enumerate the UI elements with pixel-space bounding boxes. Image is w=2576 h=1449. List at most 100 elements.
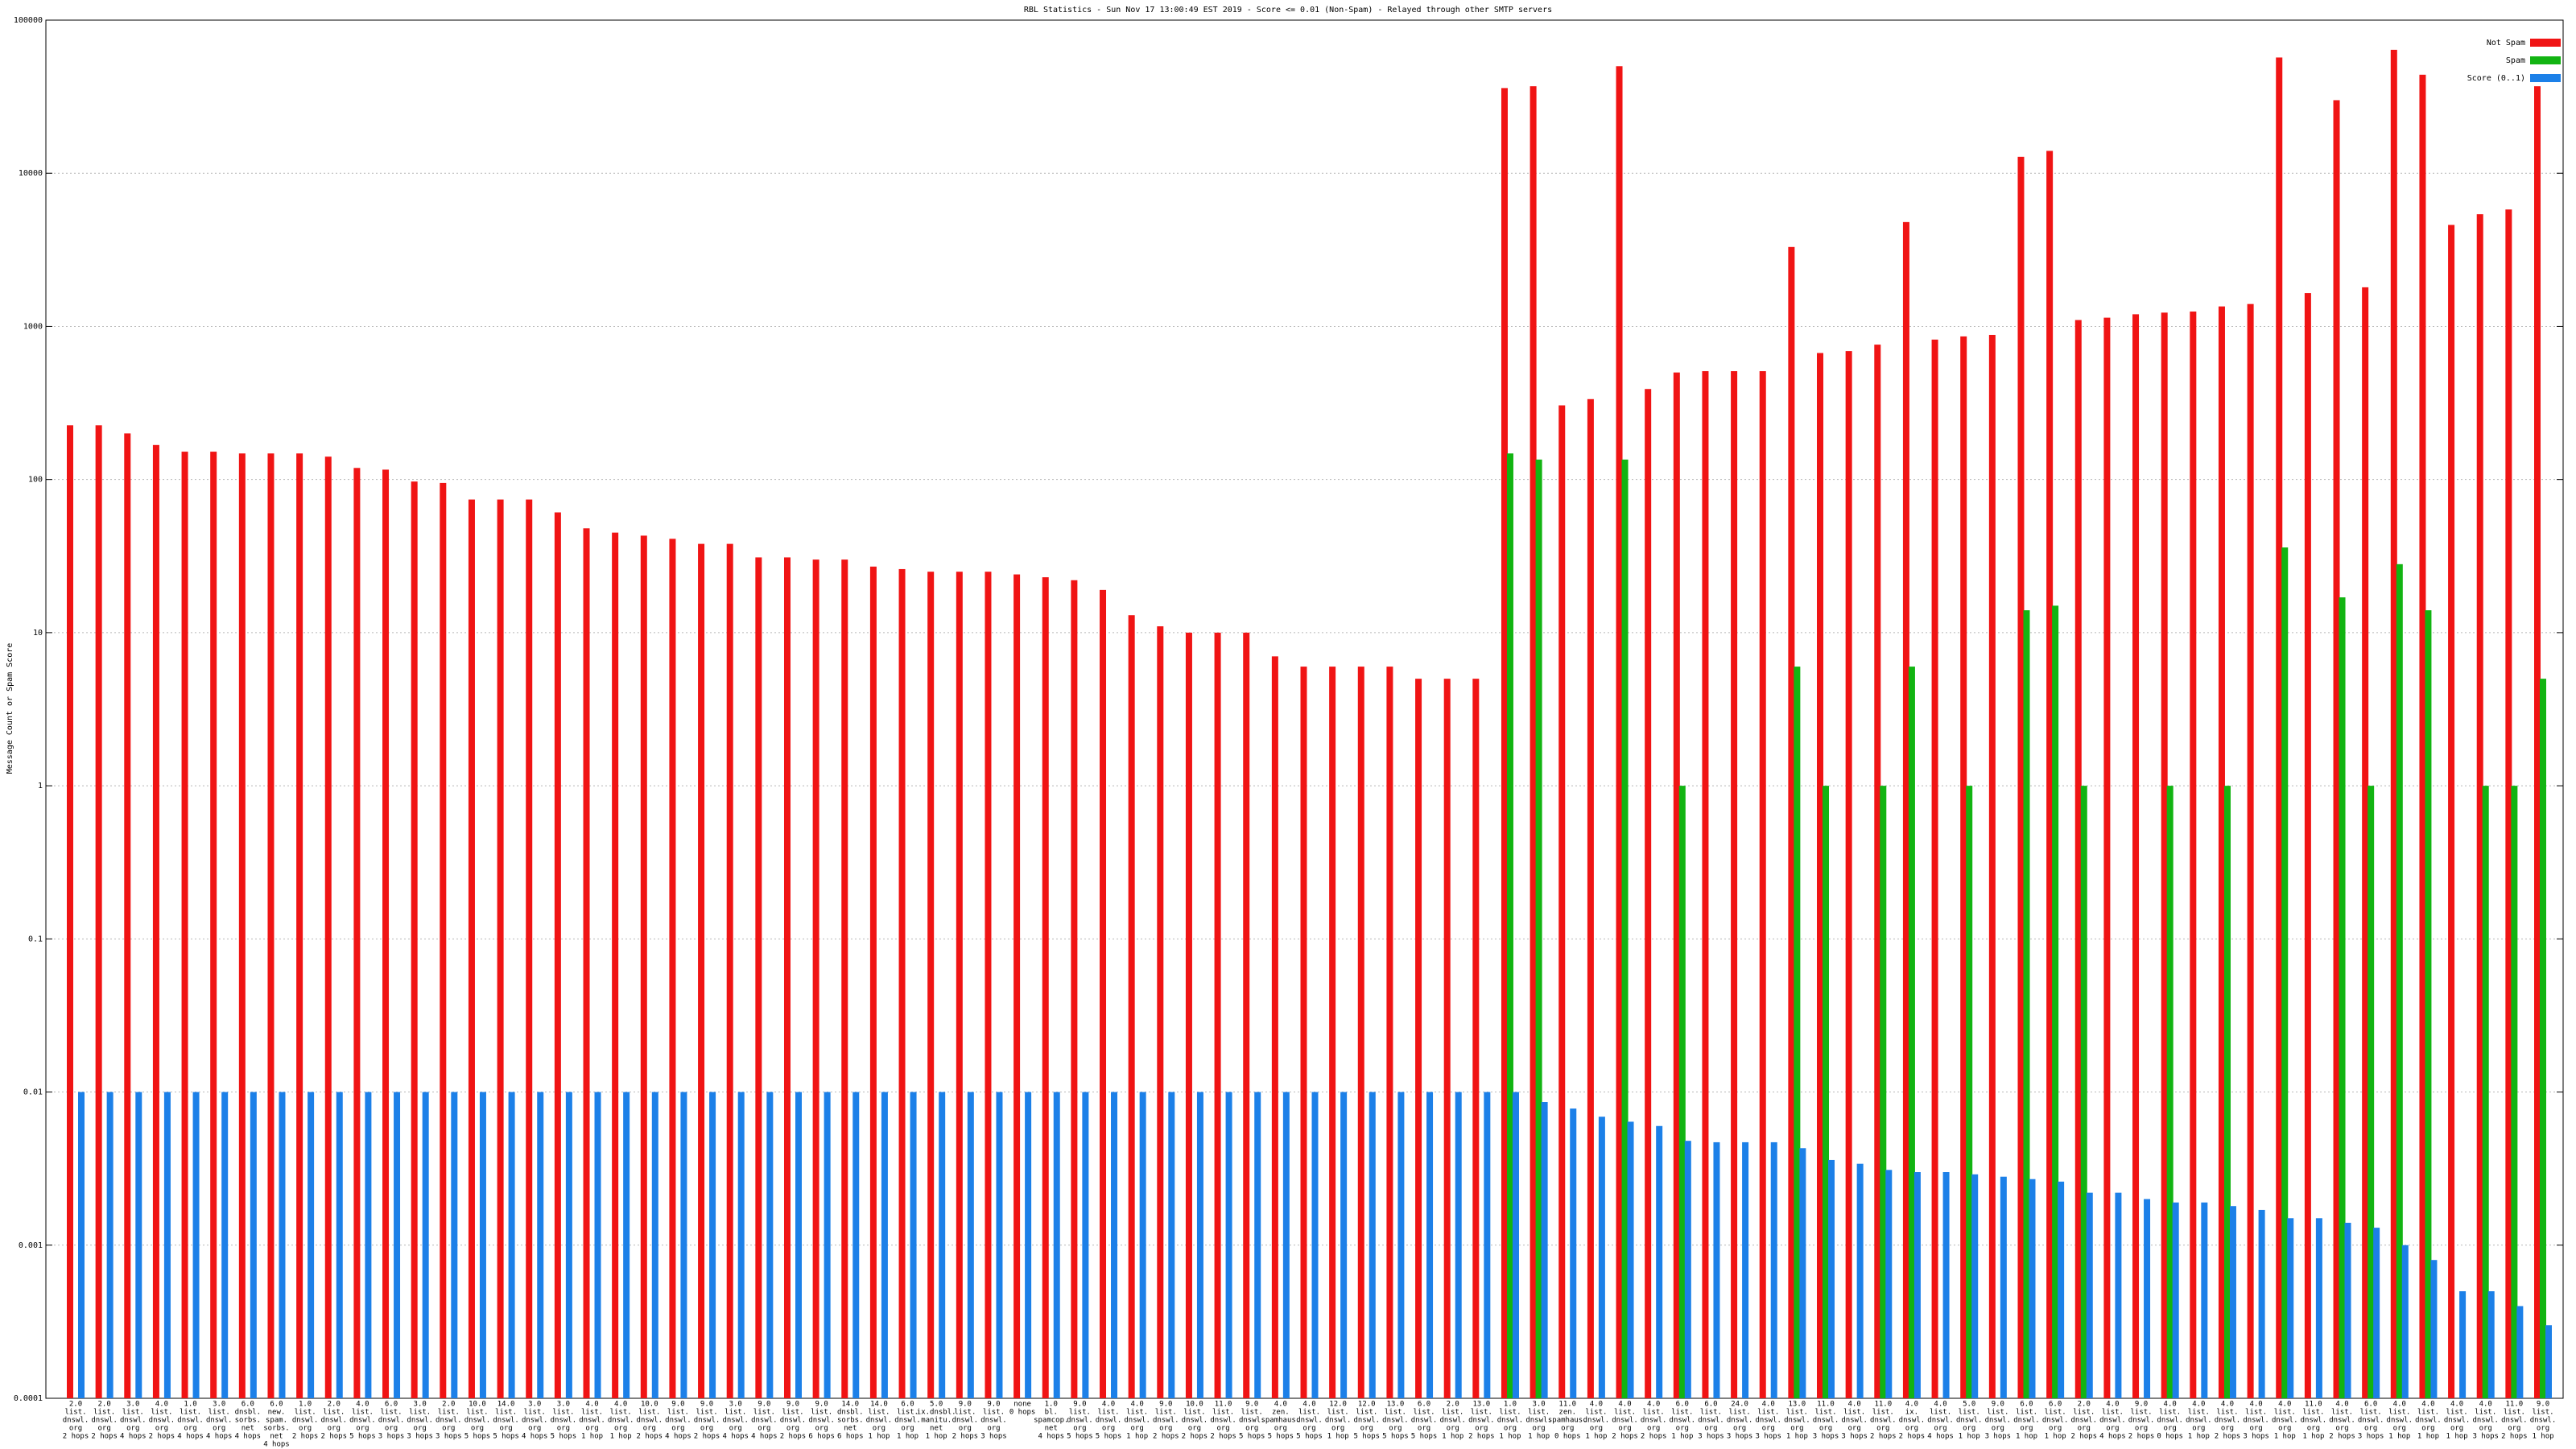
x-tick-label-line: 2 hops	[2329, 1433, 2355, 1441]
x-tick-label: 4.0 list. dnswl. org 1 hop	[2415, 1401, 2442, 1441]
x-tick-label-line: 1.0	[1045, 1401, 1058, 1409]
x-tick-label-line: org	[2078, 1425, 2091, 1433]
x-tick-label-line: dnswl.	[2186, 1417, 2212, 1425]
bar	[135, 1092, 142, 1398]
x-tick-label-line: list.	[1700, 1409, 1722, 1417]
x-tick-label-line: dnswl.	[320, 1417, 347, 1425]
bar	[2161, 312, 2168, 1398]
x-tick-label: 6.0 dnsbl. sorbs. net 4 hops	[235, 1401, 262, 1441]
x-tick-label-line: dnswl.	[637, 1417, 663, 1425]
x-tick-label-line: list.	[2159, 1409, 2181, 1417]
x-tick-label-line: dnswl.	[1325, 1417, 1352, 1425]
x-tick-label: 14.0 list. dnswl. org 5 hops	[493, 1401, 519, 1441]
bar	[382, 469, 390, 1399]
x-tick-label-line: org	[126, 1425, 139, 1433]
x-tick-label-line: dnsbl.	[837, 1409, 864, 1417]
bar	[1673, 372, 1680, 1398]
x-tick-label-line: 9.0	[786, 1401, 799, 1409]
x-tick-label: 5.0 list. dnswl. org 1 hop	[1956, 1401, 1983, 1441]
bar	[1025, 1092, 1032, 1398]
x-tick-label-line: list.	[1786, 1409, 1808, 1417]
x-tick-label: 9.0 list. dnswl. org 2 hops	[1153, 1401, 1179, 1441]
x-tick-label-line: 1 hop	[2532, 1433, 2553, 1441]
x-tick-label-line: 5 hops	[493, 1433, 519, 1441]
x-tick-label-line: list.	[2188, 1409, 2210, 1417]
x-tick-label-line: 2 hops	[1899, 1433, 1926, 1441]
bar	[1506, 453, 1513, 1399]
x-tick-label-line: 4.0	[2421, 1401, 2434, 1409]
x-tick-label-line: org	[2450, 1425, 2463, 1433]
x-tick-label-line: org	[2278, 1425, 2291, 1433]
x-tick-label-line: 3.0	[414, 1401, 427, 1409]
bar	[78, 1092, 85, 1398]
bar	[1111, 1092, 1118, 1398]
x-tick-label-line: dnswl.	[349, 1417, 376, 1425]
x-tick-label-line: 1.0	[299, 1401, 312, 1409]
x-tick-label: 14.0 list. dnswl. org 1 hop	[866, 1401, 893, 1441]
bar	[2373, 1228, 2380, 1398]
bar	[1300, 667, 1307, 1398]
x-tick-label: 2.0 list. dnswl. org 3 hops	[436, 1401, 462, 1441]
x-tick-label-line: sorbs.	[837, 1417, 864, 1425]
bar	[1168, 1092, 1175, 1398]
x-tick-label-line: 4 hops	[1927, 1433, 1954, 1441]
x-tick-label-line: 1 hop	[1499, 1433, 1521, 1441]
x-tick-label: 12.0 list. dnswl. org 5 hops	[1354, 1401, 1381, 1441]
x-tick-label-line: dnswl.	[2358, 1417, 2384, 1425]
x-tick-label-line: org	[557, 1425, 570, 1433]
x-tick-label-line: dnswl.	[808, 1417, 835, 1425]
x-tick-label: 4.0 ix. dnswl. org 2 hops	[1899, 1401, 1926, 1441]
x-tick-label-line: 2 hops	[1182, 1433, 1208, 1441]
x-tick-label-line: org	[1245, 1425, 1258, 1433]
x-tick-label-line: dnswl.	[2157, 1417, 2183, 1425]
x-tick-label: 4.0 list. dnswl. org 1 hop	[1124, 1401, 1150, 1441]
bar	[1902, 221, 1909, 1399]
x-tick-label-line: dnswl.	[2013, 1417, 2040, 1425]
x-tick-label-line: dnswl.	[1124, 1417, 1150, 1425]
y-tick-label: 0.0001	[14, 1394, 43, 1403]
x-tick-label-line: 3 hops	[407, 1433, 433, 1441]
x-tick-label-line: 2 hops	[952, 1433, 979, 1441]
x-tick-label-line: dnswl.	[722, 1417, 749, 1425]
x-tick-label-line: dnswl.	[1670, 1417, 1696, 1425]
x-tick-label-line: 6 hops	[837, 1433, 864, 1441]
x-tick-label-line: 6.0	[242, 1401, 254, 1409]
x-tick-label-line: 3.0	[213, 1401, 225, 1409]
x-tick-label-line: org	[1704, 1425, 1717, 1433]
x-tick-label-line: list.	[811, 1409, 832, 1417]
x-tick-label-line: list.	[2216, 1409, 2238, 1417]
x-tick-label-line: 6.0	[385, 1401, 398, 1409]
x-tick-label: 9.0 list. dnswl. org 2 hops	[694, 1401, 720, 1441]
x-tick-label-line: 4.0	[2249, 1401, 2262, 1409]
x-tick-label-line: 6.0	[1676, 1401, 1689, 1409]
x-tick-label-line: net	[844, 1425, 857, 1433]
bar	[2223, 786, 2231, 1398]
bar	[2229, 1206, 2236, 1398]
x-tick-label-line: 3 hops	[1755, 1433, 1781, 1441]
x-tick-label-line: 1.0	[1504, 1401, 1517, 1409]
x-tick-label-line: dnswl.	[292, 1417, 319, 1425]
x-tick-label-line: list.	[868, 1409, 890, 1417]
bar	[238, 453, 246, 1399]
x-tick-label-line: dnswl.	[2530, 1417, 2557, 1425]
x-tick-label-line: 1 hop	[1126, 1433, 1148, 1441]
x-tick-label-line: 4.0	[1905, 1401, 1918, 1409]
bar	[336, 1092, 343, 1398]
x-tick-label-line: list.	[1585, 1409, 1607, 1417]
bar	[1908, 667, 1915, 1398]
x-tick-label-line: 1 hop	[868, 1433, 890, 1441]
x-tick-label-line: org	[1073, 1425, 1086, 1433]
x-tick-label-line: 2.0	[442, 1401, 455, 1409]
x-tick-label-line: 4 hops	[665, 1433, 691, 1441]
x-tick-label-line: dnswl.	[2243, 1417, 2269, 1425]
x-tick-label-line: 6.0	[1704, 1401, 1717, 1409]
x-tick-label-line: 5 hops	[551, 1433, 577, 1441]
y-tick-label: 1	[38, 782, 43, 791]
x-tick-label-line: list.	[208, 1409, 230, 1417]
bar	[2401, 1245, 2409, 1398]
x-tick-label: 5.0 ix.dnsbl. manitu. net 1 hop	[917, 1401, 956, 1441]
x-tick-label-line: dnswl.	[665, 1417, 691, 1425]
x-tick-label-line: 9.0	[1073, 1401, 1086, 1409]
bar	[440, 482, 447, 1399]
x-tick-label-line: net	[270, 1433, 283, 1441]
